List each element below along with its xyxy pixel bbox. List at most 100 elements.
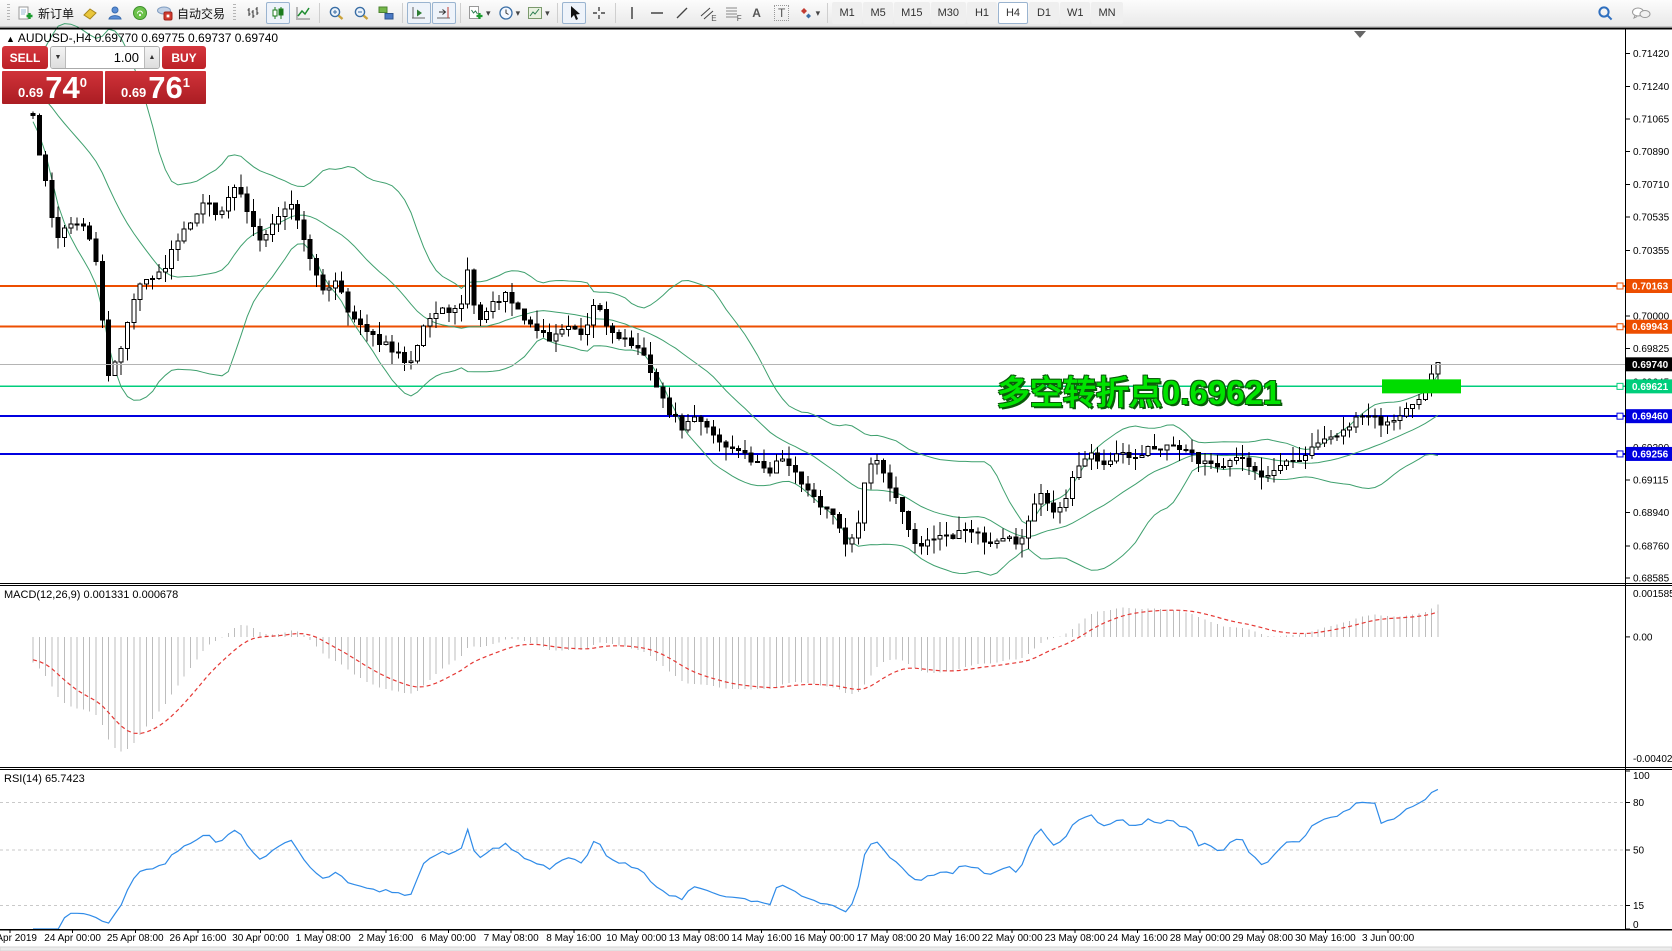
- svg-text:16 May 00:00: 16 May 00:00: [794, 933, 855, 944]
- timeframe-w1[interactable]: W1: [1059, 2, 1091, 24]
- svg-text:30 Apr 00:00: 30 Apr 00:00: [232, 933, 289, 944]
- svg-text:0.68940: 0.68940: [1633, 508, 1670, 519]
- autotrade-button[interactable]: 自动交易: [153, 2, 228, 24]
- sell-button[interactable]: SELL: [2, 46, 48, 69]
- new-order-button[interactable]: 新订单: [15, 2, 77, 24]
- svg-text:15: 15: [1633, 901, 1645, 912]
- profile-icon: [107, 5, 123, 21]
- arrows-dropdown-caret[interactable]: ▾: [815, 7, 821, 18]
- timeframe-h1[interactable]: H1: [966, 2, 997, 24]
- svg-text:13 May 08:00: 13 May 08:00: [669, 933, 730, 944]
- horizontal-line-button[interactable]: [645, 2, 669, 24]
- toolbar-grip[interactable]: [233, 4, 237, 22]
- svg-text:20 May 16:00: 20 May 16:00: [919, 933, 980, 944]
- cursor-icon: [566, 5, 582, 21]
- bollinger-bands: [32, 23, 1439, 576]
- rsi-pane: [0, 788, 1625, 930]
- text-label-button[interactable]: T: [770, 2, 794, 24]
- tile-windows-button[interactable]: [374, 2, 398, 24]
- templates-button[interactable]: ▾: [524, 2, 553, 24]
- templates-dropdown-caret[interactable]: ▾: [545, 7, 550, 18]
- symbol-marker-icon: ▲: [6, 34, 15, 44]
- svg-text:14 May 16:00: 14 May 16:00: [731, 933, 792, 944]
- pivot-annotation: 多空转折点0.69621: [997, 374, 1282, 411]
- equidistant-channel-icon: [699, 5, 715, 21]
- text-button[interactable]: A: [745, 2, 769, 24]
- sell-price-display[interactable]: 0.69 74 0: [2, 71, 103, 104]
- buy-button[interactable]: BUY: [162, 46, 206, 69]
- zoom-out-button[interactable]: [349, 2, 373, 24]
- search-button[interactable]: [1593, 2, 1617, 24]
- profile-button[interactable]: [103, 2, 127, 24]
- community-button[interactable]: [1627, 2, 1655, 24]
- volume-decrease-button[interactable]: ▼: [51, 47, 66, 68]
- volume-increase-button[interactable]: ▲: [144, 47, 159, 68]
- svg-text:0.71240: 0.71240: [1633, 82, 1670, 93]
- svg-text:1 May 08:00: 1 May 08:00: [296, 933, 351, 944]
- zoom-in-button[interactable]: [324, 2, 348, 24]
- indicators-button[interactable]: ▾: [465, 2, 494, 24]
- trendline-icon: [674, 5, 690, 21]
- pane-borders: [0, 27, 1672, 951]
- svg-text:0.70000: 0.70000: [1633, 312, 1670, 323]
- pivot-highlight-rect[interactable]: [1382, 379, 1461, 394]
- chat-bubbles-icon: [1630, 5, 1652, 21]
- periods-button[interactable]: ▾: [495, 2, 524, 24]
- timeframe-h4[interactable]: H4: [997, 2, 1028, 24]
- bar-chart-icon: [245, 5, 261, 21]
- eraser-button[interactable]: [78, 2, 102, 24]
- indicators-dropdown-caret[interactable]: ▾: [486, 7, 491, 18]
- timeframe-m15[interactable]: M15: [894, 2, 930, 24]
- svg-text:0.68585: 0.68585: [1633, 574, 1670, 585]
- templates-icon: [527, 5, 543, 21]
- svg-text:0.69943: 0.69943: [1632, 322, 1669, 333]
- line-chart-button[interactable]: [291, 2, 315, 24]
- vertical-line-button[interactable]: [620, 2, 644, 24]
- timeframe-m30[interactable]: M30: [930, 2, 966, 24]
- svg-text:100: 100: [1633, 771, 1650, 782]
- auto-scroll-button[interactable]: [407, 2, 432, 24]
- scroll-marker-icon[interactable]: [1354, 31, 1366, 38]
- timeframe-m1[interactable]: M1: [832, 2, 863, 24]
- macd-pane-title: MACD(12,26,9) 0.001331 0.000678: [4, 589, 179, 601]
- vertical-line-icon: [625, 5, 639, 21]
- buy-price-display[interactable]: 0.69 76 1: [105, 71, 206, 104]
- crosshair-button[interactable]: [587, 2, 611, 24]
- svg-text:26 Apr 16:00: 26 Apr 16:00: [170, 933, 227, 944]
- cursor-button[interactable]: [561, 2, 586, 24]
- chart-shift-button[interactable]: [432, 2, 457, 24]
- buy-price-main: 76: [148, 70, 183, 105]
- autotrade-label: 自动交易: [177, 6, 226, 21]
- arrows-icon: [798, 5, 814, 21]
- buy-price-prefix: 0.69: [120, 85, 147, 100]
- new-order-icon: [18, 5, 34, 21]
- svg-text:23 May 08:00: 23 May 08:00: [1045, 933, 1106, 944]
- svg-text:28 May 00:00: 28 May 00:00: [1170, 933, 1231, 944]
- bar-chart-button[interactable]: [241, 2, 265, 24]
- signal-button[interactable]: [128, 2, 152, 24]
- arrows-button[interactable]: ▾: [795, 2, 824, 24]
- svg-text:17 May 08:00: 17 May 08:00: [857, 933, 918, 944]
- volume-input[interactable]: [66, 47, 144, 68]
- trendline-button[interactable]: [670, 2, 694, 24]
- equidistant-channel-button[interactable]: E: [695, 2, 719, 24]
- svg-text:8 May 16:00: 8 May 16:00: [546, 933, 601, 944]
- price-axis: 0.71420 0.71240 0.71065 0.70890 0.70710 0.705…: [1616, 49, 1672, 931]
- timeframe-m5[interactable]: M5: [863, 2, 894, 24]
- macd-signal-line: [32, 609, 1439, 735]
- fibonacci-button[interactable]: F: [720, 2, 744, 24]
- timeframe-d1[interactable]: D1: [1028, 2, 1059, 24]
- signal-icon: [132, 5, 148, 21]
- periods-dropdown-caret[interactable]: ▾: [515, 7, 521, 18]
- svg-text:-0.00402: -0.00402: [1633, 754, 1672, 765]
- svg-text:25 Apr 08:00: 25 Apr 08:00: [107, 933, 164, 944]
- svg-text:0.69256: 0.69256: [1632, 449, 1669, 460]
- timeframe-mn[interactable]: MN: [1091, 2, 1123, 24]
- toolbar-grip[interactable]: [7, 4, 10, 22]
- svg-text:0.70355: 0.70355: [1633, 246, 1670, 257]
- svg-text:0.69740: 0.69740: [1632, 360, 1669, 371]
- eraser-icon: [82, 5, 98, 21]
- rsi-pane-title: RSI(14) 65.7423: [4, 773, 85, 785]
- candlestick-chart-button[interactable]: [266, 2, 291, 24]
